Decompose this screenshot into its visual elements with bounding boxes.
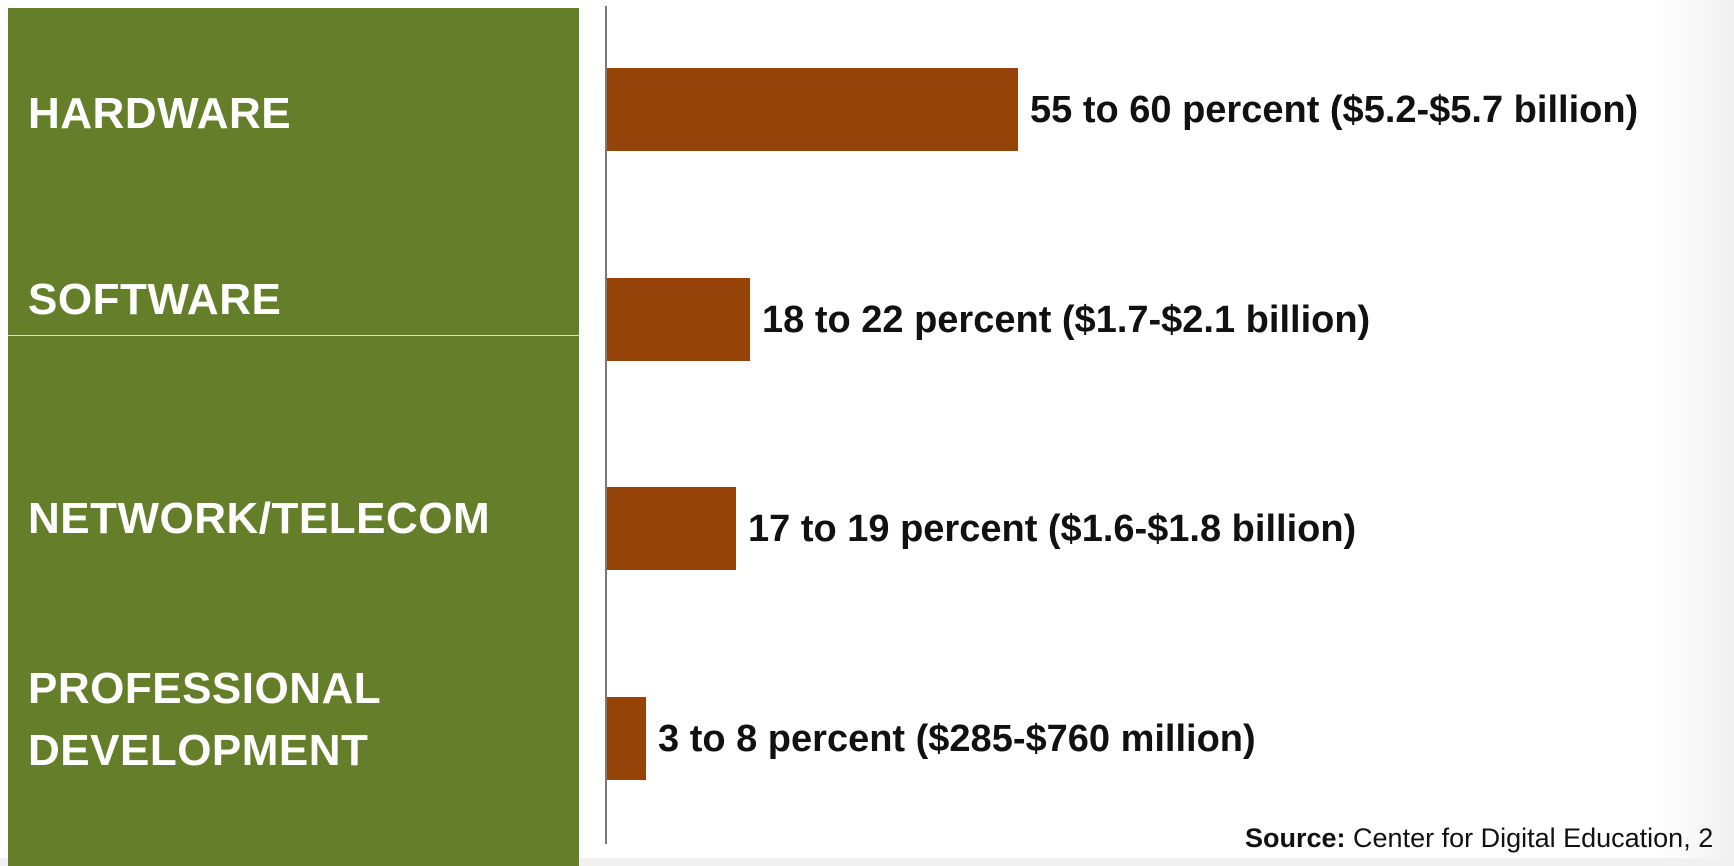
data-label-professional-development: 3 to 8 percent ($285-$760 million) bbox=[658, 717, 1256, 760]
bar-hardware bbox=[607, 68, 1018, 151]
category-label-network-telecom-text: NETWORK/TELECOM bbox=[28, 494, 491, 543]
bar-professional-development bbox=[607, 697, 646, 780]
bar-network-telecom bbox=[607, 487, 736, 570]
category-label-hardware-text: HARDWARE bbox=[28, 89, 292, 138]
bar-software bbox=[607, 278, 750, 361]
category-label-network-telecom: NETWORK/TELECOM bbox=[28, 488, 490, 550]
category-label-hardware: HARDWARE bbox=[28, 83, 291, 145]
y-axis-line bbox=[605, 6, 607, 844]
data-label-software: 18 to 22 percent ($1.7-$2.1 billion) bbox=[762, 298, 1371, 341]
category-label-panel bbox=[8, 8, 579, 866]
panel-divider bbox=[8, 335, 579, 336]
category-label-software: SOFTWARE bbox=[28, 269, 281, 331]
category-label-software-text: SOFTWARE bbox=[28, 275, 282, 324]
category-label-professional-development-line-1: PROFESSIONAL bbox=[28, 664, 382, 713]
category-label-professional-development-line-2: DEVELOPMENT bbox=[28, 726, 369, 775]
right-edge-shade bbox=[1654, 0, 1734, 866]
category-label-professional-development: PROFESSIONAL DEVELOPMENT bbox=[28, 658, 381, 782]
data-label-hardware: 55 to 60 percent ($5.2-$5.7 billion) bbox=[1030, 88, 1639, 131]
bottom-edge-strip bbox=[0, 858, 1734, 866]
data-label-network-telecom: 17 to 19 percent ($1.6-$1.8 billion) bbox=[748, 507, 1357, 550]
source-text: Center for Digital Education, 2 bbox=[1345, 823, 1714, 853]
source-note: Source: Center for Digital Education, 2 bbox=[1245, 820, 1734, 856]
source-key: Source: bbox=[1245, 823, 1346, 853]
